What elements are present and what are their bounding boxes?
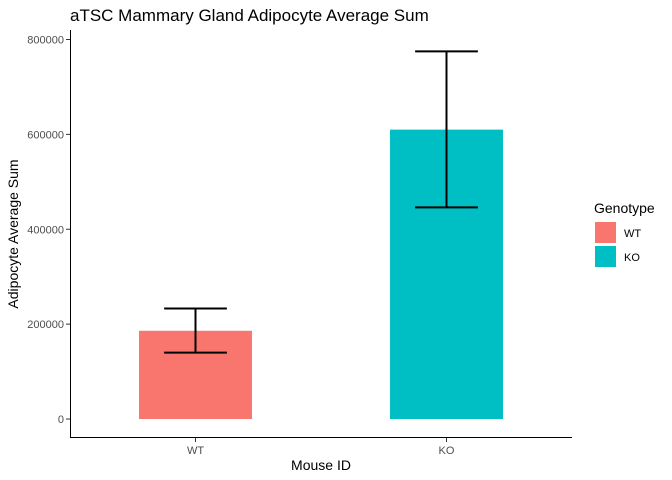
y-tick-label: 200000: [27, 319, 64, 331]
y-tick-label: 600000: [27, 129, 64, 141]
x-tick-label: KO: [439, 445, 455, 457]
x-tick-label: WT: [187, 445, 204, 457]
legend-label-ko: KO: [624, 252, 640, 264]
legend: Genotype WT KO: [594, 200, 655, 267]
chart-title: aTSC Mammary Gland Adipocyte Average Sum: [70, 6, 429, 25]
legend-key-wt: [595, 222, 616, 243]
legend-key-ko: [595, 246, 616, 267]
y-axis-ticks: 0 200000 400000 600000 800000: [27, 34, 70, 426]
x-axis-title: Mouse ID: [291, 457, 351, 473]
y-tick-label: 800000: [27, 34, 64, 46]
plot-area: [139, 50, 503, 420]
y-tick-label: 0: [58, 414, 64, 426]
legend-label-wt: WT: [624, 228, 641, 240]
y-axis-title: Adipocyte Average Sum: [5, 159, 21, 308]
y-tick-label: 400000: [27, 224, 64, 236]
legend-title: Genotype: [594, 200, 655, 216]
x-axis-ticks: WT KO: [187, 438, 455, 457]
